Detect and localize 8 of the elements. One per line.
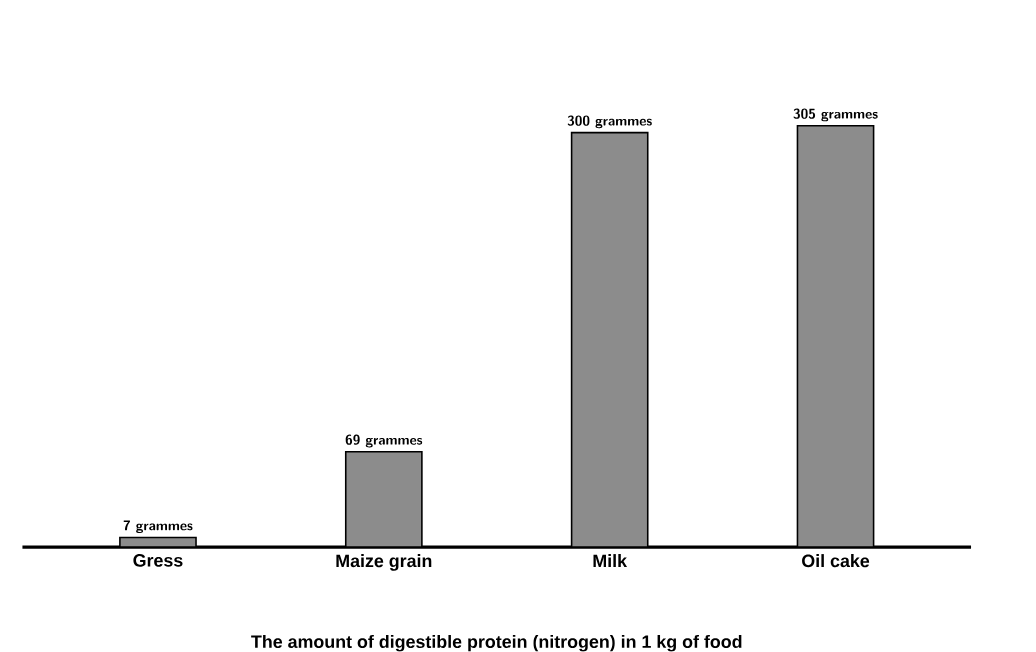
text: The amount of digestible protein (nitrogen) in 1 kg of food bbox=[251, 635, 742, 652]
x-tick-label: Milk bbox=[593, 554, 628, 568]
bar bbox=[570, 132, 649, 548]
x-tick-label: Gress bbox=[133, 554, 183, 568]
x-tick-label: Oil cake bbox=[802, 554, 870, 568]
bar bbox=[344, 451, 423, 548]
bar bbox=[796, 125, 875, 548]
x-tick-label: Maize grain bbox=[336, 554, 432, 572]
